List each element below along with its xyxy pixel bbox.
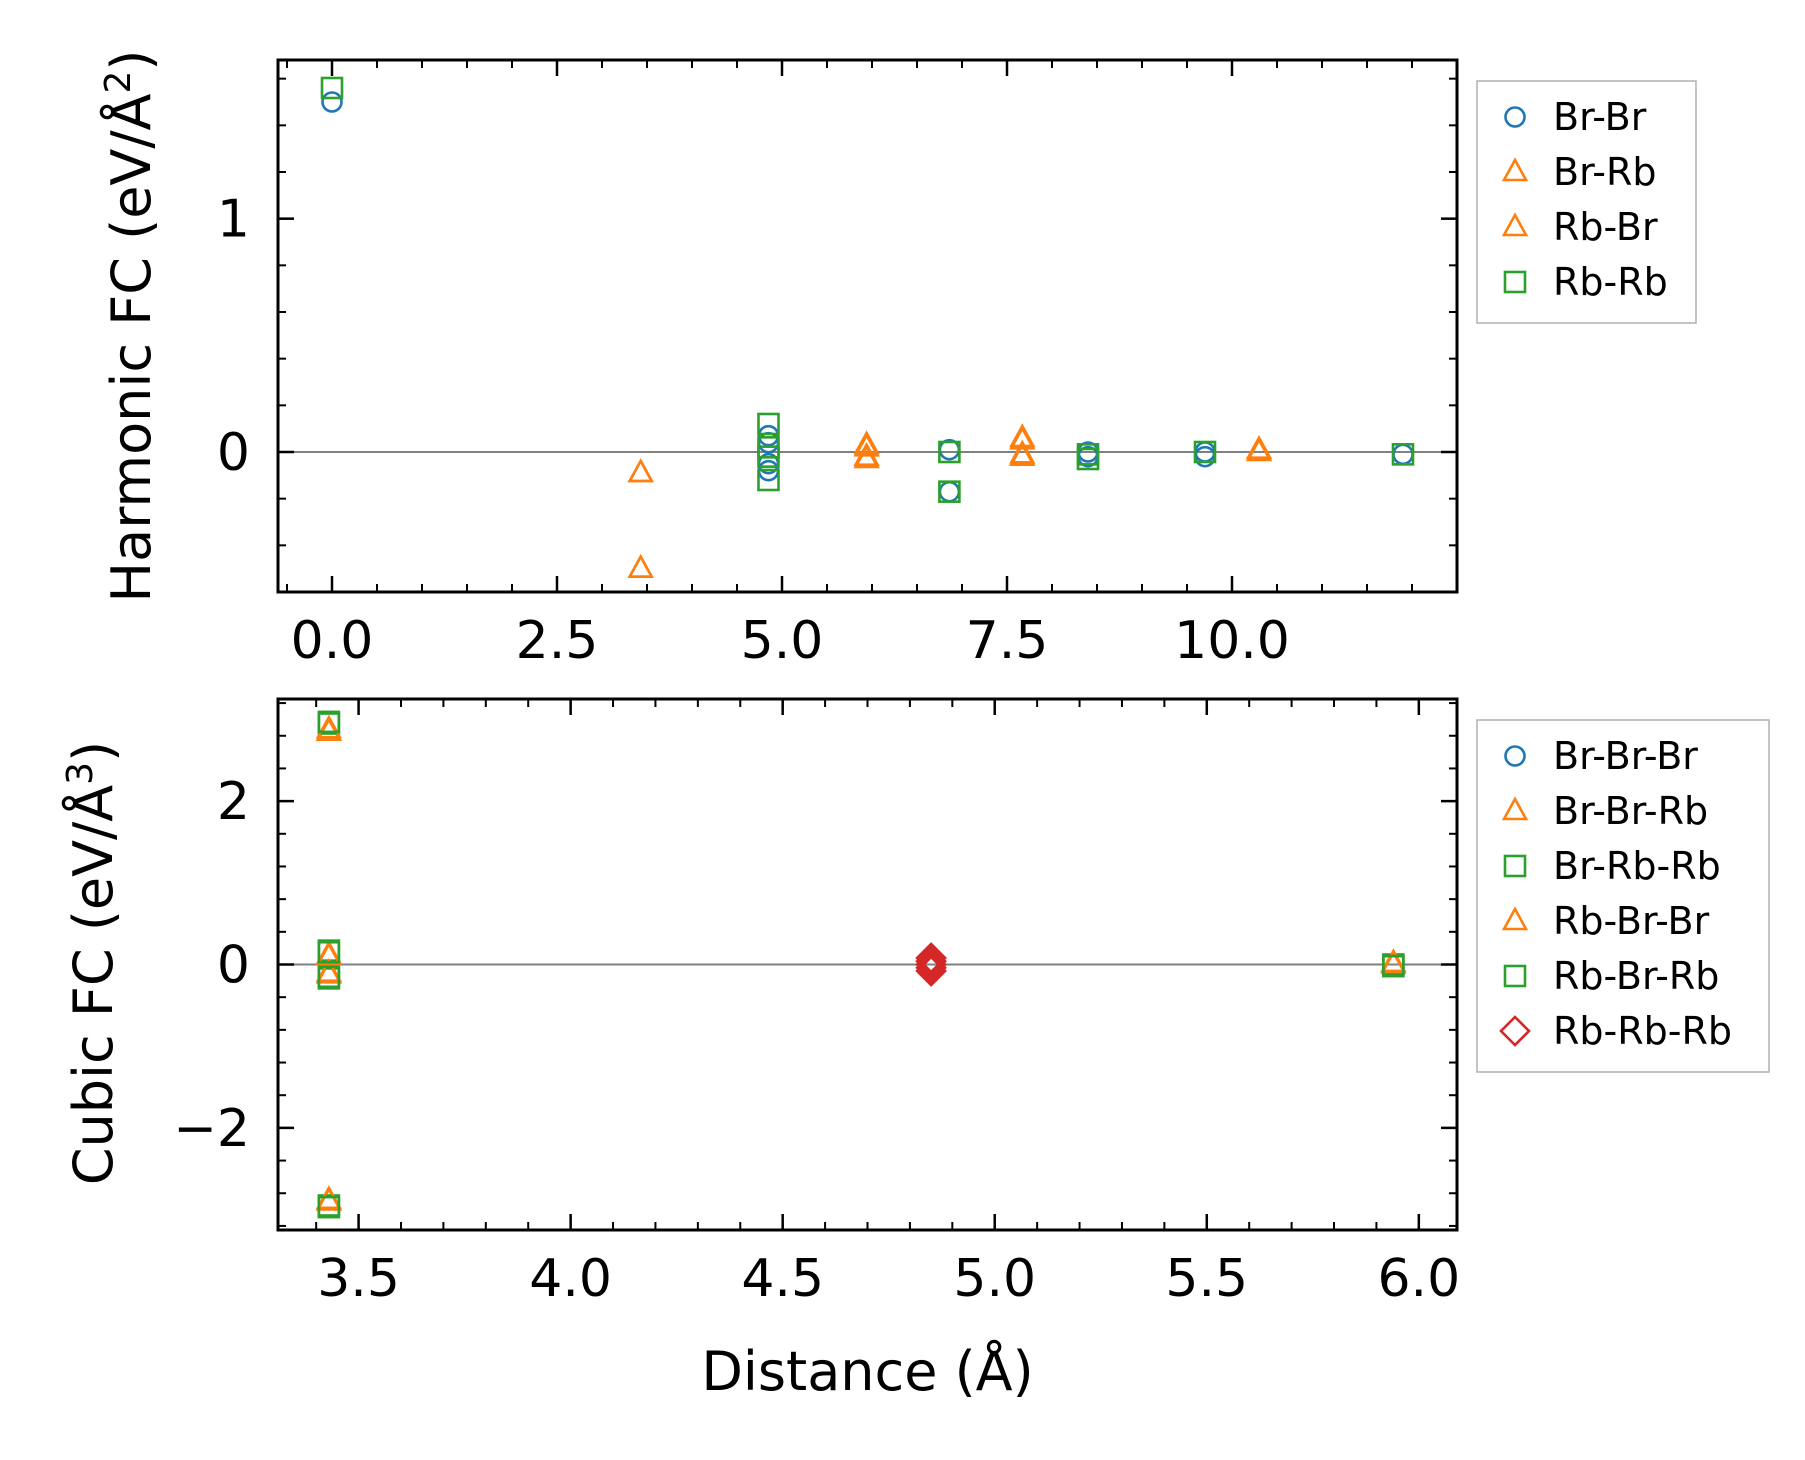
legend-marker [1501,212,1529,237]
x-tick-label: 4.0 [529,1249,612,1309]
legend-label: Br-Rb-Rb [1553,844,1721,888]
y-tick-label: 0 [217,936,250,996]
x-tick-label: 0.0 [291,611,374,671]
legend-marker [1501,906,1529,931]
x-tick-label: 2.5 [516,611,599,671]
data-point [1245,437,1273,462]
data-point [1193,440,1217,464]
x-tick-label: 10.0 [1174,611,1290,671]
x-tick-label: 5.0 [953,1249,1036,1309]
data-point [1382,954,1405,978]
series-rb-br-rb [317,710,1405,1219]
data-point [938,480,961,503]
data-point [315,957,343,982]
legend-marker [1501,157,1529,182]
legend-label: Br-Br-Rb [1553,789,1708,833]
y-tick-label: 1 [217,190,250,250]
y-axis-title: Harmonic FC (eV/Å2) [98,50,163,603]
x-axis-title: Distance (Å) [701,1339,1033,1403]
data-point [627,553,654,578]
data-point [757,412,780,436]
x-tick-label: 5.5 [1165,1249,1248,1309]
legend: Br-Br-Br Br-Br-Rb Br-Rb-Rb Rb-Br-Br Rb-Br-Rb… [1476,719,1770,1073]
data-point [853,432,880,457]
data-point [915,948,947,981]
legend-label: Rb-Rb-Rb [1553,1009,1732,1053]
x-tick-label: 4.5 [741,1249,824,1309]
data-point [853,444,880,469]
legend: Br-Br Br-Rb Rb-Br Rb-Rb [1476,80,1697,324]
data-point [320,76,344,100]
plot-frame [276,697,1459,1232]
data-point [915,945,947,978]
data-point [321,91,343,113]
data-point [915,942,947,974]
data-point [938,480,961,503]
x-tick-label: 3.5 [317,1249,400,1309]
data-point [757,468,780,492]
x-tick-label: 6.0 [1377,1249,1460,1309]
data-point [627,458,654,483]
legend-marker [1501,796,1529,821]
data-point [757,424,780,447]
legend-box [1476,80,1697,324]
data-point [315,714,343,739]
legend-label: Rb-Br-Br [1553,899,1710,943]
data-point [1392,443,1414,466]
data-point [1009,441,1036,466]
legend-label: Br-Br [1553,95,1647,139]
y-axis-title: Cubic FC (eV/Å3) [60,741,125,1185]
harmonic-fc-plot: 0.0 2.5 5.0 7.5 10.0 0 1 Harmonic FC (eV/Å2) Br-… [98,50,1697,671]
data-point [1391,443,1415,466]
legend-marker [1503,854,1527,878]
data-point [317,965,341,989]
legend-label: Br-Rb [1553,150,1657,194]
x-tick-label: 5.0 [741,611,824,671]
data-point [317,940,341,964]
series-rb-rb [320,76,1415,503]
data-point [627,458,654,483]
series-rb-rb-rb [915,942,947,987]
data-point [1194,445,1216,468]
plot-frame [276,58,1459,594]
y-tick-label: 2 [217,772,250,832]
data-point [1380,948,1407,973]
data-point [317,710,341,734]
data-point [317,1195,341,1219]
legend-label: Rb-Br-Rb [1553,954,1719,998]
y-tick-label: −2 [173,1099,250,1159]
cubic-fc-plot: 3.5 4.0 4.5 5.0 5.5 6.0 −2 0 2 Cubic FC (eV/Å3) Di… [60,697,1770,1403]
legend-label: Rb-Br [1553,205,1658,249]
data-point [1009,425,1036,450]
data-point [627,553,654,578]
legend-label: Br-Br-Br [1553,734,1698,778]
data-point [915,955,947,987]
data-point [938,440,961,464]
legend-marker [1503,270,1527,294]
data-point [315,941,343,966]
legend-marker [1503,964,1527,988]
series-rb-br-br [315,714,1407,1210]
data-point [915,951,947,984]
y-tick-label: 0 [217,423,250,483]
legend-marker [1504,106,1526,128]
x-tick-label: 7.5 [966,611,1049,671]
series-br-br [321,91,1414,503]
data-point [757,445,780,468]
series-rb-br [627,425,1273,578]
legend-label: Rb-Rb [1553,260,1668,304]
legend-marker [1504,745,1526,767]
legend-box [1476,719,1770,1073]
data-point [1076,447,1100,471]
legend-marker [1499,1015,1531,1047]
